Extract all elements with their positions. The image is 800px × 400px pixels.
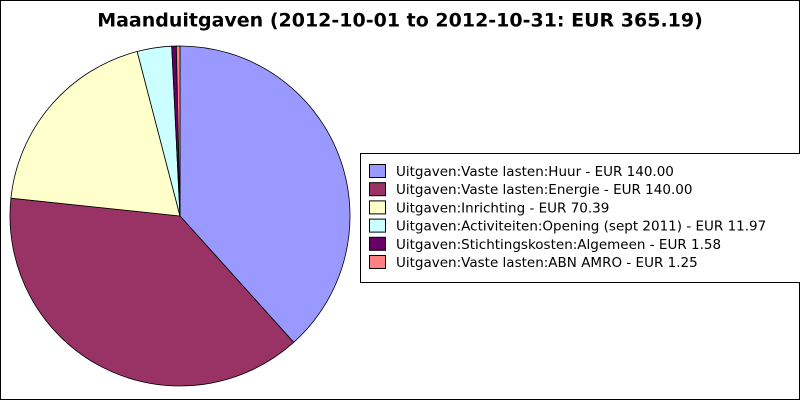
legend-label: Uitgaven:Vaste lasten:ABN AMRO - EUR 1.2…	[396, 255, 698, 271]
legend-swatch	[369, 200, 386, 215]
legend-swatch	[369, 236, 386, 251]
pie-slice	[179, 45, 351, 343]
pie-slice	[175, 45, 181, 217]
pie-slice	[9, 197, 295, 387]
legend-label: Uitgaven:Stichtingskosten:Algemeen - EUR…	[396, 237, 721, 253]
legend-label: Uitgaven:Activiteiten:Opening (sept 2011…	[396, 219, 766, 235]
legend-swatch	[369, 218, 386, 233]
legend-label: Uitgaven:Vaste lasten:Energie - EUR 140.…	[396, 182, 692, 198]
legend-swatch	[369, 164, 386, 178]
chart-title: Maanduitgaven (2012-10-01 to 2012-10-31:…	[97, 10, 703, 32]
legend-swatch	[369, 182, 386, 197]
legend-label: Uitgaven:Inrichting - EUR 70.39	[396, 200, 609, 216]
legend-swatch	[369, 255, 386, 269]
pie-slice	[10, 50, 181, 217]
legend-label: Uitgaven:Vaste lasten:Huur - EUR 140.00	[396, 164, 674, 180]
legend-box	[360, 153, 800, 283]
